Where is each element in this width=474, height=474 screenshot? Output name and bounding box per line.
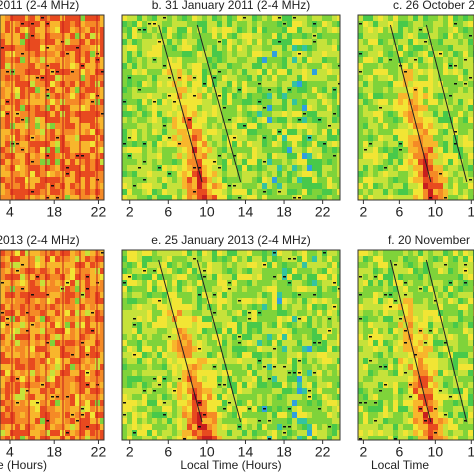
- x-tick-label: 1: [467, 204, 474, 220]
- panel-frame: [0, 14, 105, 201]
- x-tick-label: 14: [238, 444, 254, 460]
- x-tick-label: 2: [359, 204, 367, 220]
- panel: e. 25 January 2013 (2-4 MHz) 2 6 10 14 18 22 Lo…: [121, 233, 341, 472]
- x-tick-label: 18: [276, 204, 292, 220]
- x-tick-label: 10: [428, 204, 444, 220]
- panel-frame: [357, 14, 474, 201]
- x-tick-label: 14: [238, 204, 254, 220]
- heatmap: [122, 15, 340, 200]
- panel-title: 2011 (2-4 MHz): [0, 0, 79, 12]
- panel-title: 2013 (2-4 MHz): [0, 233, 80, 247]
- x-tick-label: 18: [276, 444, 292, 460]
- x-tick-label: 4: [6, 204, 14, 220]
- x-tick-label: 22: [315, 204, 331, 220]
- panel-frame: [121, 14, 341, 201]
- x-tick-label: 1: [467, 444, 474, 460]
- x-axis-label: Local Time (Hours): [180, 458, 281, 472]
- panel-frame: [121, 249, 341, 441]
- x-tick-label: 22: [91, 204, 107, 220]
- x-axis-label: Local Time: [371, 458, 429, 472]
- panel-title: f. 20 November 2: [388, 233, 474, 247]
- panel-frame: [357, 249, 474, 441]
- panel: f. 20 November 2 2 6 10 1 Local Time: [357, 233, 474, 472]
- x-tick-label: 6: [164, 204, 172, 220]
- x-tick-label: 10: [199, 204, 215, 220]
- x-tick-label: 10: [199, 444, 215, 460]
- panel-title: e. 25 January 2013 (2-4 MHz): [151, 233, 310, 247]
- panel: c. 26 October 2 2 6 10 1: [357, 0, 474, 220]
- panel: 2011 (2-4 MHz) 4 18 22: [0, 0, 106, 220]
- panel-frame: [0, 249, 105, 441]
- heatmap: [358, 15, 474, 200]
- heatmap: [122, 250, 340, 440]
- panel-title: b. 31 January 2011 (2-4 MHz): [152, 0, 311, 12]
- x-tick-label: 22: [315, 444, 331, 460]
- x-tick-label: 2: [126, 204, 134, 220]
- x-tick-label: 18: [46, 444, 62, 460]
- panel: 2013 (2-4 MHz) 4 18 22 e (Hours): [0, 233, 106, 472]
- heatmap: [358, 250, 474, 440]
- x-tick-label: 10: [428, 444, 444, 460]
- x-tick-label: 6: [164, 444, 172, 460]
- x-tick-label: 6: [395, 444, 403, 460]
- panel-title: c. 26 October 2: [393, 0, 474, 12]
- x-tick-label: 4: [6, 444, 14, 460]
- panel: b. 31 January 2011 (2-4 MHz) 2 6 10 14 18 22: [121, 0, 341, 220]
- x-tick-label: 2: [126, 444, 134, 460]
- heatmap: [0, 250, 104, 440]
- x-tick-label: 2: [359, 444, 367, 460]
- x-tick-label: 22: [91, 444, 107, 460]
- heatmap: [0, 15, 104, 200]
- x-tick-label: 6: [395, 204, 403, 220]
- x-axis-label: e (Hours): [0, 458, 47, 472]
- x-tick-label: 18: [46, 204, 62, 220]
